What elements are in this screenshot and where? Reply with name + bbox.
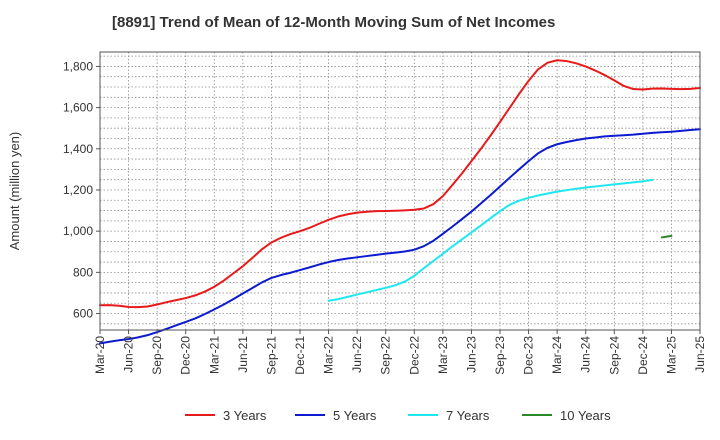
x-tick-label: Sep-24 — [607, 336, 621, 375]
x-tick-label: Jun-22 — [350, 336, 364, 373]
grid-lines — [100, 52, 700, 330]
x-tick-label: Sep-23 — [493, 336, 507, 375]
y-tick-label: 1,000 — [63, 224, 93, 238]
x-tick-label: Sep-20 — [150, 336, 164, 375]
x-tick-label: Sep-22 — [379, 336, 393, 375]
x-tick-label: Mar-24 — [550, 336, 564, 374]
x-tick-label: Mar-20 — [93, 336, 107, 374]
x-tick-label: Mar-22 — [322, 336, 336, 374]
x-tick-label: Mar-21 — [207, 336, 221, 374]
y-tick-label: 1,200 — [63, 183, 93, 197]
legend-label: 7 Years — [446, 408, 490, 423]
x-tick-label: Mar-25 — [664, 336, 678, 374]
y-tick-label: 800 — [73, 265, 93, 279]
series-line-10-years — [660, 234, 673, 239]
legend-label: 3 Years — [223, 408, 267, 423]
series-line-7-years — [327, 178, 654, 302]
legend: 3 Years 5 Years 7 Years 10 Years — [185, 408, 611, 423]
x-tick-label: Dec-23 — [522, 336, 536, 375]
series-line-5-years — [99, 128, 701, 345]
x-tick-label: Sep-21 — [264, 336, 278, 375]
plot-background — [100, 52, 700, 330]
series-line-3-years — [99, 59, 701, 309]
x-tick-label: Dec-24 — [636, 336, 650, 375]
x-tick-label: Mar-23 — [436, 336, 450, 374]
x-tick-label: Jun-25 — [693, 336, 707, 373]
y-tick-label: 1,800 — [63, 59, 93, 73]
y-axis-label: Amount (million yen) — [7, 132, 22, 251]
plot-frame — [99, 51, 701, 331]
x-tick-label: Jun-20 — [122, 336, 136, 373]
chart-title: [8891] Trend of Mean of 12-Month Moving … — [112, 14, 556, 31]
y-tick-label: 1,400 — [63, 142, 93, 156]
x-axis: Mar-20 Jun-20 Sep-20 Dec-20 Mar-21 Jun-21 Sep-… — [93, 330, 707, 375]
x-tick-label: Dec-21 — [293, 336, 307, 375]
y-tick-label: 600 — [73, 307, 93, 321]
x-tick-label: Jun-23 — [464, 336, 478, 373]
x-tick-label: Dec-20 — [179, 336, 193, 375]
legend-label: 10 Years — [560, 408, 611, 423]
x-tick-label: Dec-22 — [407, 336, 421, 375]
x-tick-label: Jun-24 — [579, 336, 593, 373]
y-axis: 600 800 1,000 1,200 1,400 1,600 1,800 — [63, 59, 100, 321]
x-tick-label: Jun-21 — [236, 336, 250, 373]
legend-label: 5 Years — [333, 408, 377, 423]
y-tick-label: 1,600 — [63, 101, 93, 115]
series-lines — [99, 59, 701, 345]
